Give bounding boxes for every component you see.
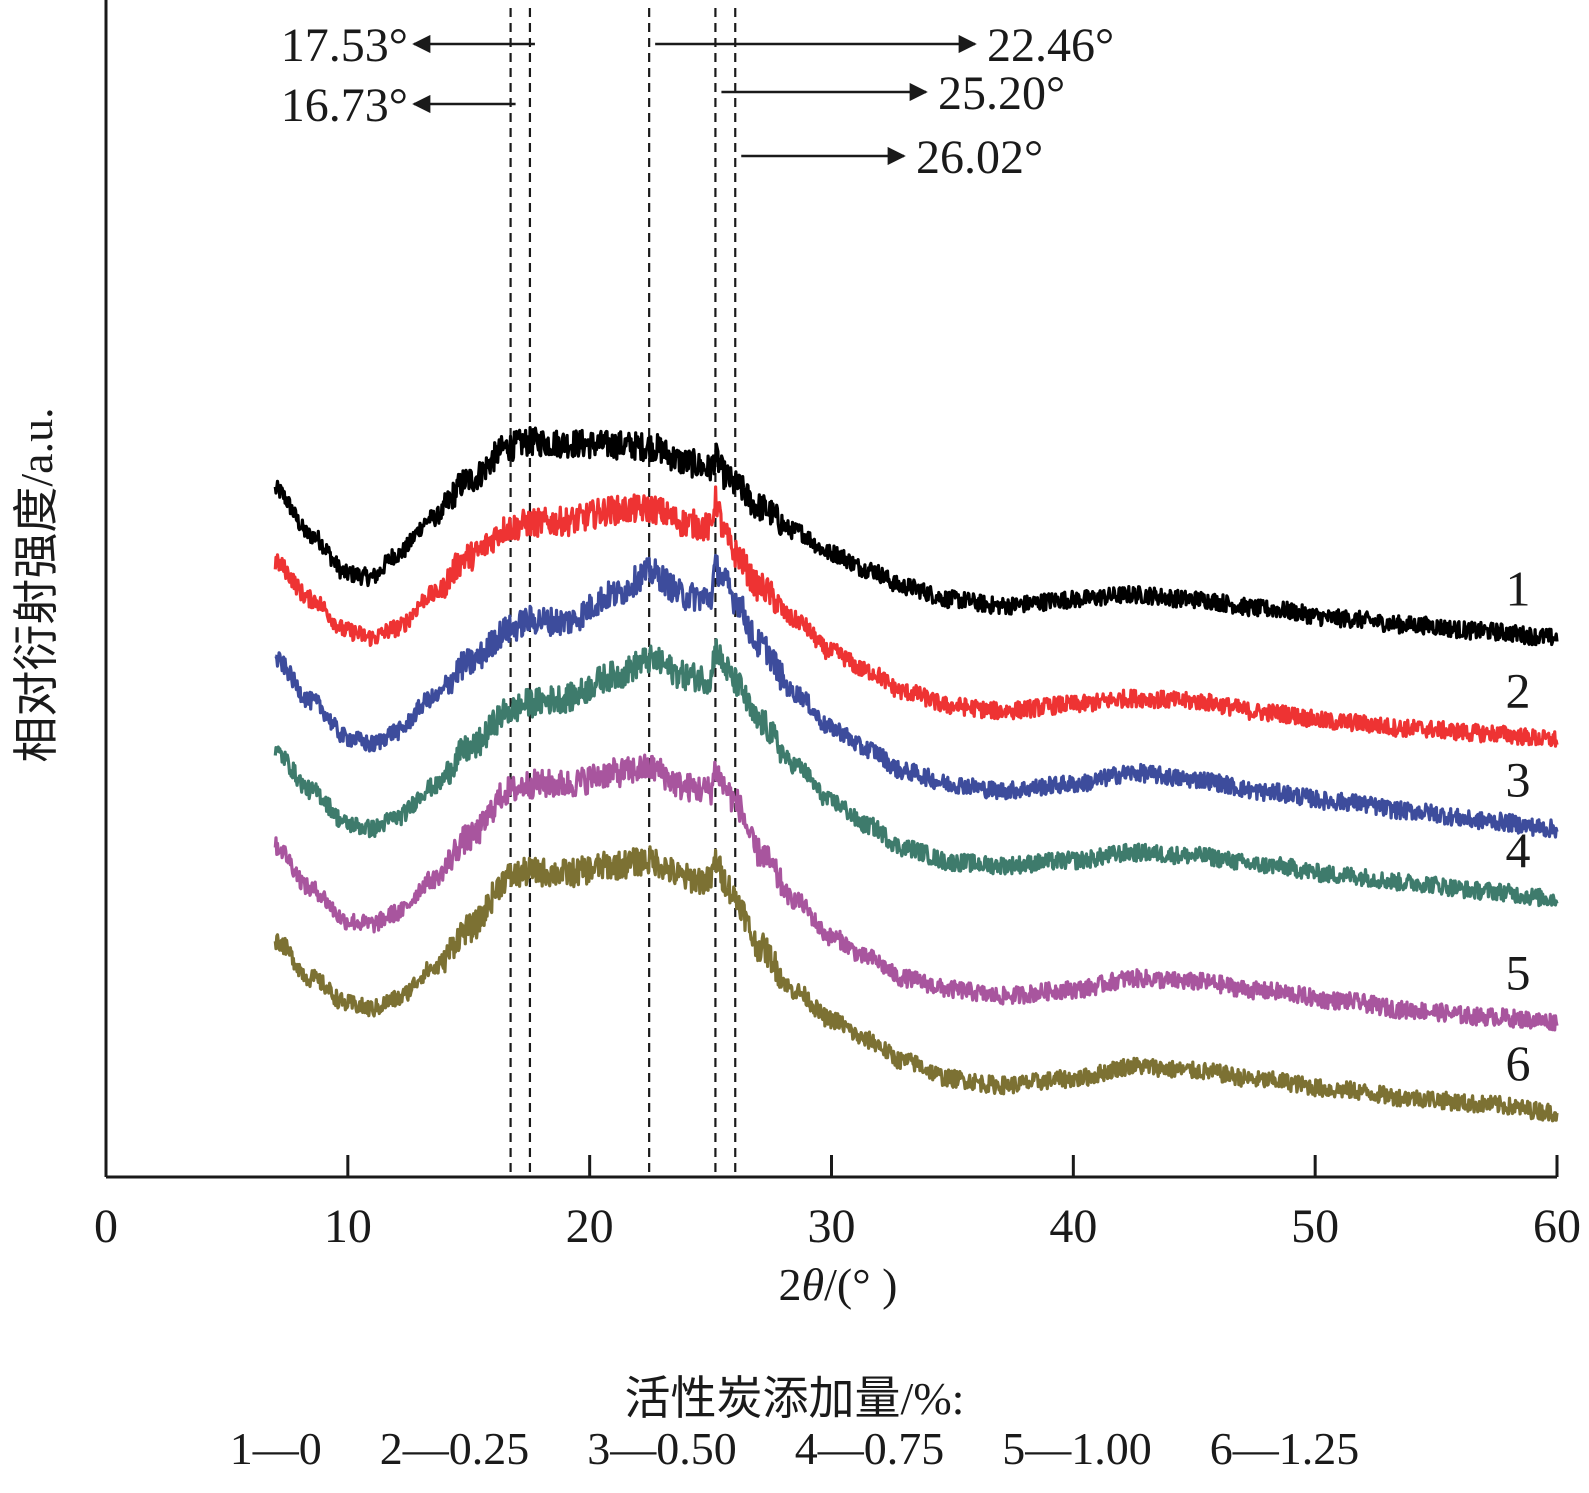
peak-label: 17.53° [281,19,408,72]
x-tick-label: 30 [808,1200,856,1253]
x-axis-title-suffix: /(° ) [824,1259,897,1310]
x-axis-title-theta: θ [802,1259,825,1310]
series-line-1 [273,426,1559,647]
series-label-6: 6 [1506,1035,1531,1091]
peak-annotations: 17.53° 16.73° 22.46°25.20° 26.02° [281,19,1114,184]
legend-items: 1—0 2—0.25 3—0.50 4—0.75 5—1.00 6—1.25 [0,1422,1589,1475]
series-line-4 [273,638,1559,908]
series-label-3: 3 [1506,752,1531,808]
series-line-2 [273,485,1559,748]
x-axis-title-prefix: 2 [779,1259,802,1310]
series-label-4: 4 [1506,822,1531,878]
series-line-5 [273,753,1559,1032]
peak-label: 16.73° [281,79,408,132]
legend-item: 6—1.25 [1209,1423,1360,1474]
y-axis-title: 相对衍射强度/a.u. [11,407,62,762]
x-axis-title: 2θ/(° ) [779,1259,898,1310]
x-tick-label: 10 [324,1200,372,1253]
peak-label: 25.20° [938,67,1065,120]
legend-item: 4—0.75 [794,1423,945,1474]
legend-item: 5—1.00 [1002,1423,1152,1474]
legend-item: 3—0.50 [587,1423,737,1474]
legend-title: 活性炭添加量/%: [624,1373,965,1424]
series-line-6 [273,845,1559,1123]
series-label-5: 5 [1506,944,1531,1000]
x-tick-label: 20 [566,1200,614,1253]
x-tick-label: 60 [1533,1200,1581,1253]
series-label-2: 2 [1506,663,1531,719]
peak-label: 26.02° [916,131,1043,184]
series-label-1: 1 [1506,561,1531,617]
legend-item: 1—0 [229,1423,322,1474]
peak-label: 22.46° [987,19,1114,72]
legend-item: 2—0.25 [379,1423,530,1474]
series-labels: 1 2 3 4 5 6 [1506,561,1531,1092]
x-axis-ticks: 0 10 20 30 40 50 60 [94,1155,1581,1253]
series-curves [273,426,1559,1123]
x-tick-label: 0 [94,1200,118,1253]
x-tick-label: 50 [1291,1200,1339,1253]
x-tick-label: 40 [1049,1200,1097,1253]
series-line-3 [274,553,1559,839]
